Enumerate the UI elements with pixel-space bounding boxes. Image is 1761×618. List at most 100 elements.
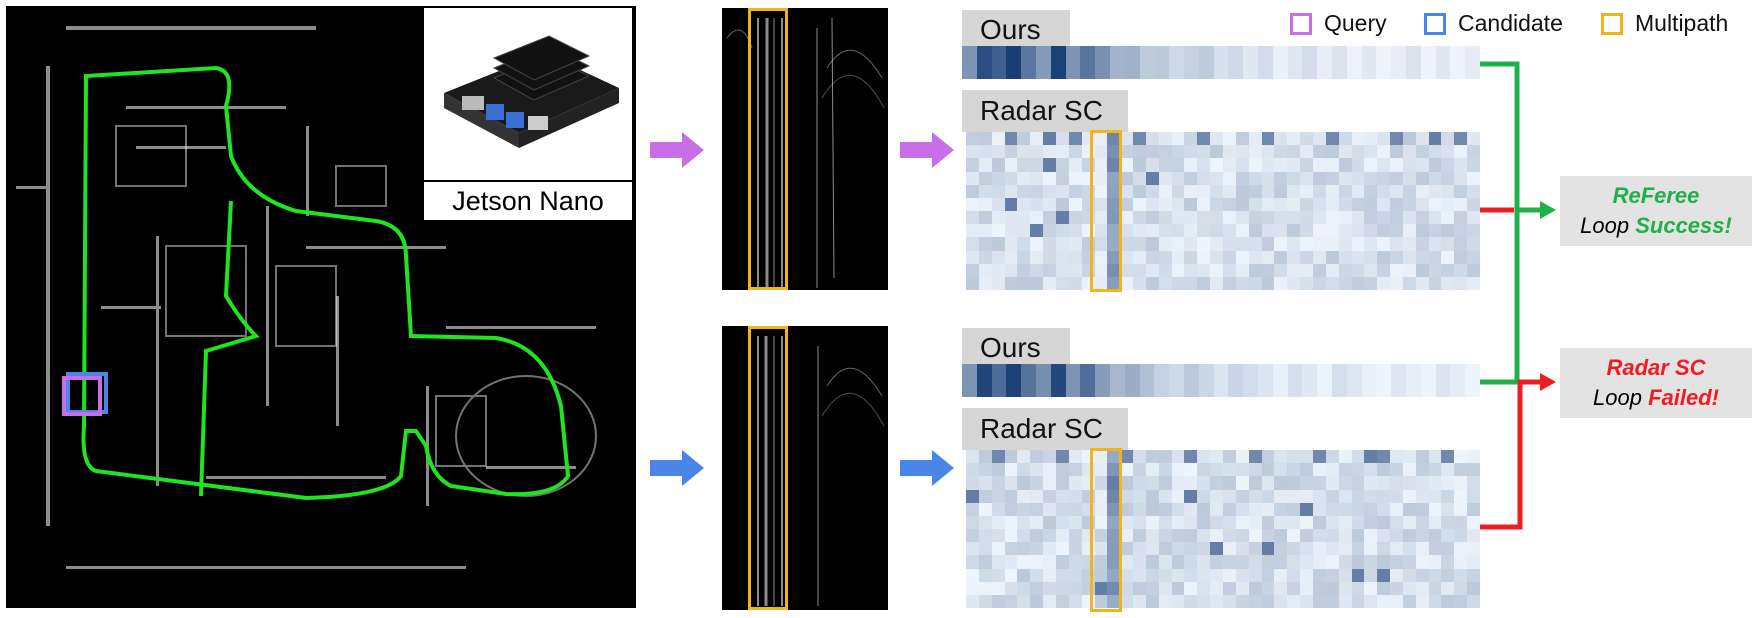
descriptor-cell: [1390, 132, 1403, 146]
descriptor-cell: [1274, 132, 1288, 146]
descriptor-cell: [1017, 171, 1031, 185]
descriptor-cell: [1030, 476, 1044, 490]
descriptor-cell: [1171, 184, 1185, 198]
descriptor-cell: [1467, 489, 1480, 503]
descriptor-cell: [1017, 237, 1031, 251]
descriptor-cell: [1223, 476, 1236, 490]
descriptor-cell: [1364, 581, 1378, 595]
descriptor-cell: [1169, 364, 1184, 397]
descriptor-cell: [1377, 184, 1391, 198]
route-branch: [199, 200, 260, 497]
descriptor-cell: [1428, 250, 1442, 264]
descriptor-cell: [1171, 502, 1185, 516]
descriptor-cell: [1235, 555, 1249, 569]
descriptor-cell: [1120, 555, 1134, 569]
descriptor-cell: [1428, 237, 1442, 251]
descriptor-cell: [1287, 555, 1301, 569]
descriptor-cell: [1312, 145, 1326, 159]
query-arrow-icon: [650, 132, 704, 168]
descriptor-cell: [1030, 568, 1044, 582]
descriptor-cell: [1068, 276, 1082, 290]
descriptor-cell: [1454, 237, 1468, 251]
descriptor-cell: [1158, 581, 1172, 595]
descriptor-cell: [1274, 250, 1288, 264]
descriptor-cell: [1261, 250, 1275, 264]
descriptor-cell: [1415, 145, 1429, 159]
descriptor-cell: [1004, 276, 1018, 290]
descriptor-cell: [1235, 184, 1249, 198]
descriptor-cell: [1133, 211, 1146, 225]
descriptor-cell: [1004, 171, 1018, 185]
descriptor-cell: [991, 568, 1005, 582]
descriptor-cell: [1261, 132, 1275, 146]
descriptor-cell: [1158, 184, 1172, 198]
query-scan-image: [726, 17, 885, 288]
descriptor-cell: [1068, 515, 1082, 529]
descriptor-cell: [991, 542, 1005, 556]
descriptor-cell: [1261, 211, 1275, 225]
descriptor-cell: [1272, 46, 1288, 79]
descriptor-cell: [1184, 555, 1198, 569]
descriptor-cell: [1390, 237, 1403, 251]
descriptor-cell: [1107, 450, 1121, 464]
descriptor-cell: [1300, 476, 1313, 490]
descriptor-cell: [1351, 594, 1365, 608]
descriptor-cell: [1377, 542, 1391, 556]
bottom-ours-descriptor: [962, 364, 1480, 397]
descriptor-cell: [1454, 250, 1468, 264]
descriptor-cell: [1467, 529, 1480, 543]
descriptor-cell: [978, 542, 992, 556]
descriptor-cell: [978, 158, 992, 172]
descriptor-cell: [1107, 211, 1121, 225]
descriptor-cell: [966, 237, 979, 251]
descriptor-cell: [1171, 476, 1185, 490]
descriptor-cell: [1223, 568, 1236, 582]
descriptor-cell: [1107, 542, 1121, 556]
descriptor-cell: [1287, 364, 1303, 397]
descriptor-cell: [1325, 171, 1339, 185]
descriptor-cell: [1338, 211, 1352, 225]
descriptor-cell: [1184, 568, 1198, 582]
failure-result-box: Radar SC Loop Failed!: [1560, 348, 1752, 418]
descriptor-cell: [1068, 489, 1082, 503]
descriptor-cell: [1351, 529, 1365, 543]
descriptor-cell: [1235, 250, 1249, 264]
descriptor-cell: [1004, 184, 1018, 198]
descriptor-cell: [1312, 184, 1326, 198]
descriptor-cell: [1338, 132, 1352, 146]
descriptor-cell: [1107, 132, 1121, 146]
descriptor-cell: [1415, 263, 1429, 277]
descriptor-cell: [1248, 276, 1262, 290]
descriptor-cell: [1338, 184, 1352, 198]
descriptor-cell: [1133, 568, 1146, 582]
descriptor-cell: [1325, 250, 1339, 264]
descriptor-cell: [1124, 364, 1140, 397]
descriptor-cell: [1248, 224, 1262, 238]
descriptor-cell: [1364, 132, 1378, 146]
descriptor-cell: [991, 250, 1005, 264]
descriptor-cell: [1210, 171, 1223, 185]
descriptor-cell: [1235, 529, 1249, 543]
descriptor-cell: [1043, 276, 1056, 290]
descriptor-cell: [1312, 250, 1326, 264]
device-label: Jetson Nano: [422, 180, 634, 222]
descriptor-cell: [1158, 502, 1172, 516]
descriptor-cell: [1325, 145, 1339, 159]
query-multipath-highlight: [748, 8, 788, 290]
descriptor-cell: [1171, 529, 1185, 543]
descriptor-cell: [1261, 145, 1275, 159]
descriptor-cell: [1338, 450, 1352, 464]
descriptor-cell: [1467, 542, 1480, 556]
descriptor-cell: [1197, 276, 1211, 290]
descriptor-cell: [1300, 263, 1313, 277]
descriptor-cell: [1043, 502, 1056, 516]
descriptor-cell: [966, 529, 979, 543]
descriptor-cell: [1402, 132, 1416, 146]
descriptor-cell: [1274, 476, 1288, 490]
descriptor-cell: [1145, 502, 1159, 516]
descriptor-cell: [1120, 542, 1134, 556]
descriptor-cell: [1390, 529, 1403, 543]
map-canvas: [16, 26, 597, 569]
descriptor-cell: [1274, 594, 1288, 608]
descriptor-cell: [1145, 489, 1159, 503]
